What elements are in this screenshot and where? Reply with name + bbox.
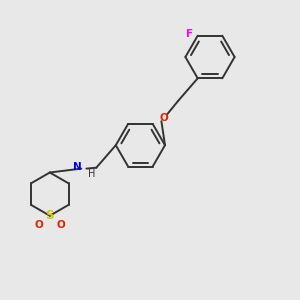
Text: N: N xyxy=(74,162,82,172)
Text: H: H xyxy=(88,169,95,179)
Text: O: O xyxy=(57,220,66,230)
Text: S: S xyxy=(46,209,54,222)
Text: F: F xyxy=(186,29,194,40)
Text: O: O xyxy=(159,113,168,123)
Text: O: O xyxy=(34,220,43,230)
